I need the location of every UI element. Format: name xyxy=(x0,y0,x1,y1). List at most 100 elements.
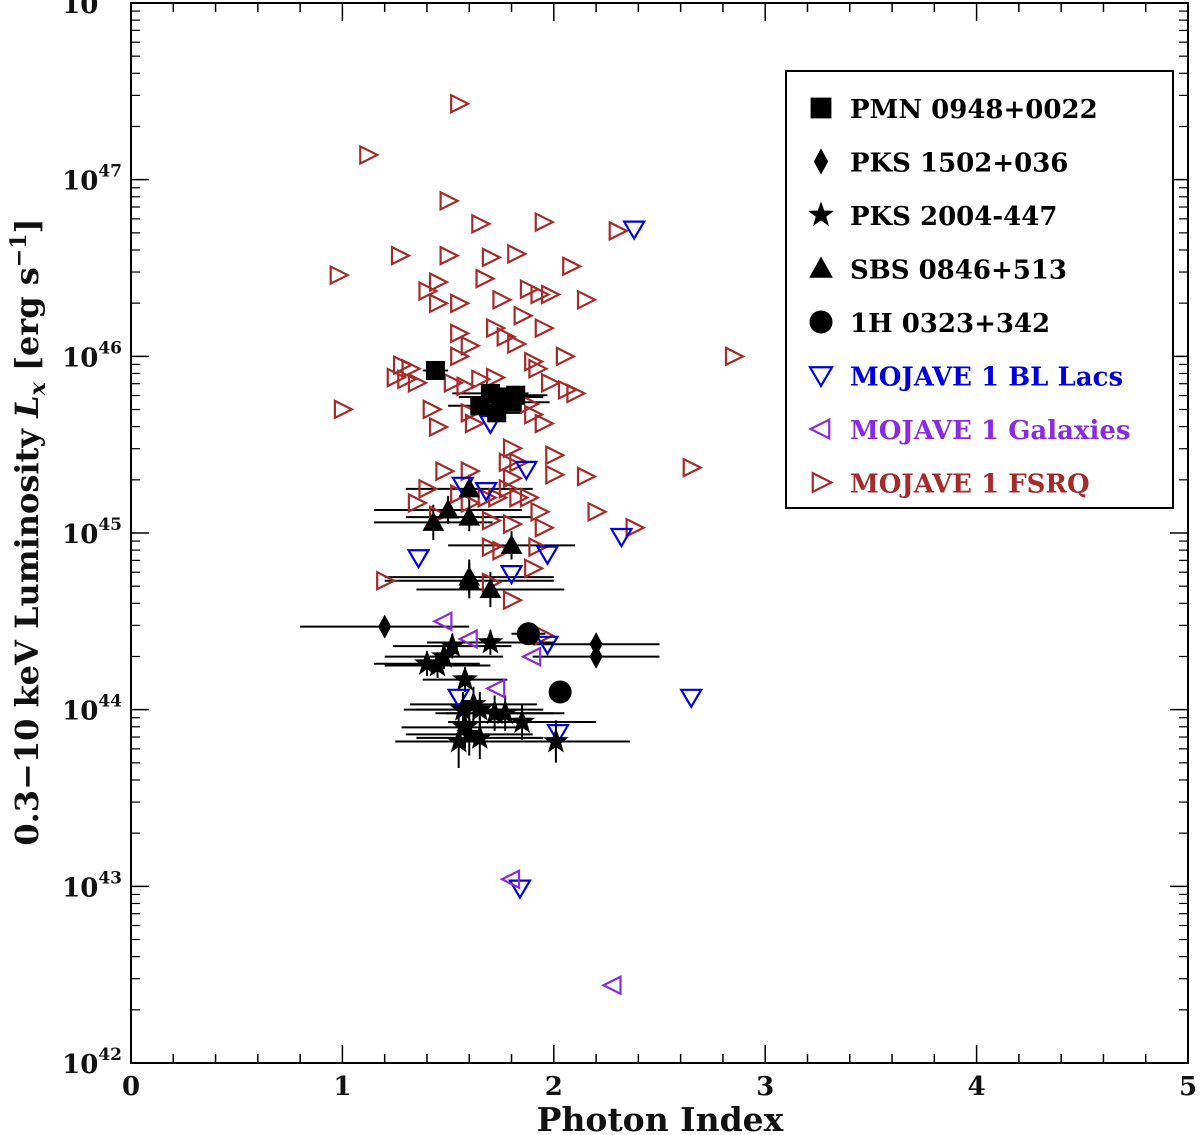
point-mojave-1-fsrq xyxy=(428,271,450,293)
point-mojave-1-fsrq xyxy=(540,284,562,305)
point-mojave-1-fsrq xyxy=(359,144,380,166)
legend-marker xyxy=(808,366,834,389)
point-sbs-0846-513 xyxy=(458,506,481,526)
point-mojave-1-fsrq xyxy=(481,536,503,558)
axis-tick-labels: 0 1 2 3 4 5 1042 1043 1044 1045 1046 1047 1048 xyxy=(62,0,1197,1102)
point-mojave-1-fsrq xyxy=(682,457,704,478)
point-mojave-1-bl-lacs xyxy=(514,460,539,482)
x-tick-label: 2 xyxy=(545,1072,563,1102)
point-mojave-1-fsrq xyxy=(460,335,482,357)
point-mojave-1-fsrq xyxy=(530,284,551,305)
point-mojave-1-fsrq xyxy=(576,289,598,311)
point-mojave-1-bl-lacs xyxy=(546,724,570,745)
point-mojave-1-fsrq xyxy=(475,268,496,289)
point-mojave-1-fsrq xyxy=(724,346,746,367)
point-mojave-1-fsrq xyxy=(464,413,486,434)
legend-label: MOJAVE 1 Galaxies xyxy=(850,416,1131,446)
point-mojave-1-fsrq xyxy=(534,517,556,538)
point-mojave-1-fsrq xyxy=(534,317,556,339)
point-mojave-1-fsrq xyxy=(428,505,450,526)
point-mojave-1-fsrq xyxy=(513,305,535,326)
point-pks-2004-447 xyxy=(477,628,504,654)
point-pmn-0948-0022 xyxy=(502,392,522,412)
point-mojave-1-fsrq xyxy=(450,293,471,314)
point-mojave-1-fsrq xyxy=(450,323,471,344)
point-pks-2004-447 xyxy=(466,724,493,749)
point-mojave-1-fsrq xyxy=(528,358,549,379)
point-mojave-1-fsrq xyxy=(507,333,528,355)
legend-marker xyxy=(811,471,834,494)
y-axis-title-unit-open: [erg s xyxy=(8,267,46,382)
point-mojave-1-fsrq xyxy=(498,478,520,500)
legend-label: SBS 0846+513 xyxy=(850,256,1067,286)
point-mojave-1-fsrq xyxy=(486,367,507,388)
point-mojave-1-fsrq xyxy=(397,369,418,390)
point-mojave-1-fsrq xyxy=(407,372,429,394)
point-mojave-1-fsrq xyxy=(496,326,518,348)
point-mojave-1-galaxies xyxy=(601,974,622,996)
point-mojave-1-fsrq xyxy=(555,346,577,367)
point-mojave-1-fsrq xyxy=(502,513,524,535)
data-points xyxy=(329,93,746,996)
legend-marker xyxy=(813,148,829,175)
point-pmn-0948-0022 xyxy=(425,360,445,380)
point-mojave-1-bl-lacs xyxy=(406,549,431,570)
point-mojave-1-fsrq xyxy=(390,245,412,266)
point-mojave-1-fsrq xyxy=(528,536,549,558)
point-mojave-1-fsrq xyxy=(481,510,503,531)
legend-marker xyxy=(808,417,831,441)
point-mojave-1-fsrq xyxy=(443,372,465,394)
point-mojave-1-fsrq xyxy=(460,460,482,482)
point-mojave-1-fsrq xyxy=(456,376,477,397)
point-mojave-1-galaxies xyxy=(457,628,478,650)
y-tick-label: 1042 xyxy=(62,1045,122,1080)
y-axis-title-unit-close: ] xyxy=(8,218,46,233)
point-mojave-1-galaxies xyxy=(499,868,521,890)
point-1h-0323-342 xyxy=(548,680,572,704)
legend-label: MOJAVE 1 FSRQ xyxy=(850,470,1090,500)
point-mojave-1-fsrq xyxy=(439,190,461,212)
point-mojave-1-fsrq xyxy=(418,478,439,500)
point-mojave-1-fsrq xyxy=(562,255,583,277)
point-mojave-1-bl-lacs xyxy=(609,527,634,549)
point-mojave-1-bl-lacs xyxy=(535,545,560,566)
point-mojave-1-fsrq xyxy=(428,416,450,438)
point-pks-1502-036 xyxy=(589,644,603,669)
point-mojave-1-fsrq xyxy=(502,467,524,489)
x-tick-label: 3 xyxy=(756,1072,774,1102)
point-mojave-1-fsrq xyxy=(435,460,456,482)
point-mojave-1-fsrq xyxy=(422,399,444,420)
y-tick-label: 1048 xyxy=(62,0,122,20)
point-mojave-1-fsrq xyxy=(576,466,598,487)
point-mojave-1-fsrq xyxy=(386,367,408,388)
point-pmn-0948-0022 xyxy=(487,403,507,423)
point-mojave-1-fsrq xyxy=(450,346,471,367)
point-mojave-1-fsrq xyxy=(329,264,351,286)
point-mojave-1-fsrq xyxy=(507,243,528,265)
point-sbs-0846-513 xyxy=(500,534,523,554)
point-mojave-1-fsrq xyxy=(401,358,423,379)
y-tick-label: 1046 xyxy=(62,338,122,373)
point-sbs-0846-513 xyxy=(437,499,459,519)
legend-label: PKS 2004-447 xyxy=(850,202,1057,232)
legend-marker xyxy=(809,256,833,278)
point-mojave-1-fsrq xyxy=(509,487,530,508)
legend-label: MOJAVE 1 BL Lacs xyxy=(850,363,1123,393)
legend-marker xyxy=(809,310,833,334)
point-mojave-1-fsrq xyxy=(502,589,524,611)
y-tick-label: 1044 xyxy=(62,692,122,727)
point-mojave-1-fsrq xyxy=(477,487,499,508)
point-mojave-1-fsrq xyxy=(502,437,524,459)
point-mojave-1-fsrq xyxy=(566,383,587,404)
point-mojave-1-fsrq xyxy=(460,492,482,514)
x-tick-label: 5 xyxy=(1179,1072,1197,1102)
point-mojave-1-galaxies xyxy=(431,611,453,632)
point-mojave-1-fsrq xyxy=(524,404,545,425)
point-mojave-1-fsrq xyxy=(519,278,541,300)
point-sbs-0846-513 xyxy=(458,477,481,498)
legend-label: PKS 1502+036 xyxy=(850,149,1068,179)
point-mojave-1-galaxies xyxy=(520,646,542,667)
point-mojave-1-fsrq xyxy=(333,399,355,420)
point-pks-2004-447 xyxy=(439,632,466,658)
